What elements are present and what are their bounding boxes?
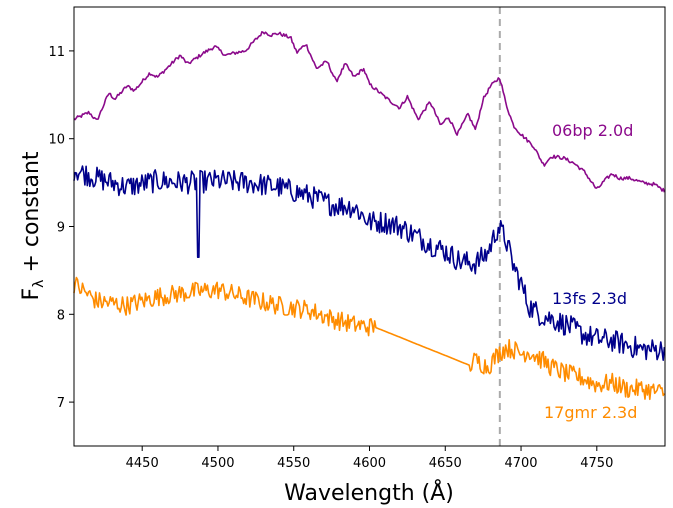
x-tick-label: 4600 <box>353 456 386 471</box>
y-tick-label: 8 <box>57 308 65 323</box>
series-label-17gmr: 17gmr 2.3d <box>544 403 637 422</box>
series-label-06bp: 06bp 2.0d <box>552 121 633 140</box>
series-line-2 <box>73 276 666 401</box>
y-axis: 7 8 9 10 11 <box>48 45 74 411</box>
y-tick-label: 7 <box>57 396 65 411</box>
x-axis-label: Wavelength (Å) <box>284 479 454 506</box>
x-tick-label: 4650 <box>429 456 462 471</box>
y-tick-label: 9 <box>57 221 65 236</box>
x-tick-label: 4750 <box>580 456 613 471</box>
series-label-13fs: 13fs 2.3d <box>552 289 627 308</box>
y-tick-label: 11 <box>48 45 65 60</box>
x-tick-label: 4450 <box>126 456 159 471</box>
series-line-0 <box>73 31 666 193</box>
series-line-1 <box>73 165 666 361</box>
y-axis-label: Fλ + constant <box>19 151 47 300</box>
x-axis: 4450 4500 4550 4600 4650 4700 4750 <box>126 446 613 471</box>
x-tick-label: 4700 <box>504 456 537 471</box>
x-tick-label: 4500 <box>201 456 234 471</box>
x-tick-label: 4550 <box>277 456 310 471</box>
series-layer <box>73 31 666 401</box>
y-tick-label: 10 <box>48 133 65 148</box>
